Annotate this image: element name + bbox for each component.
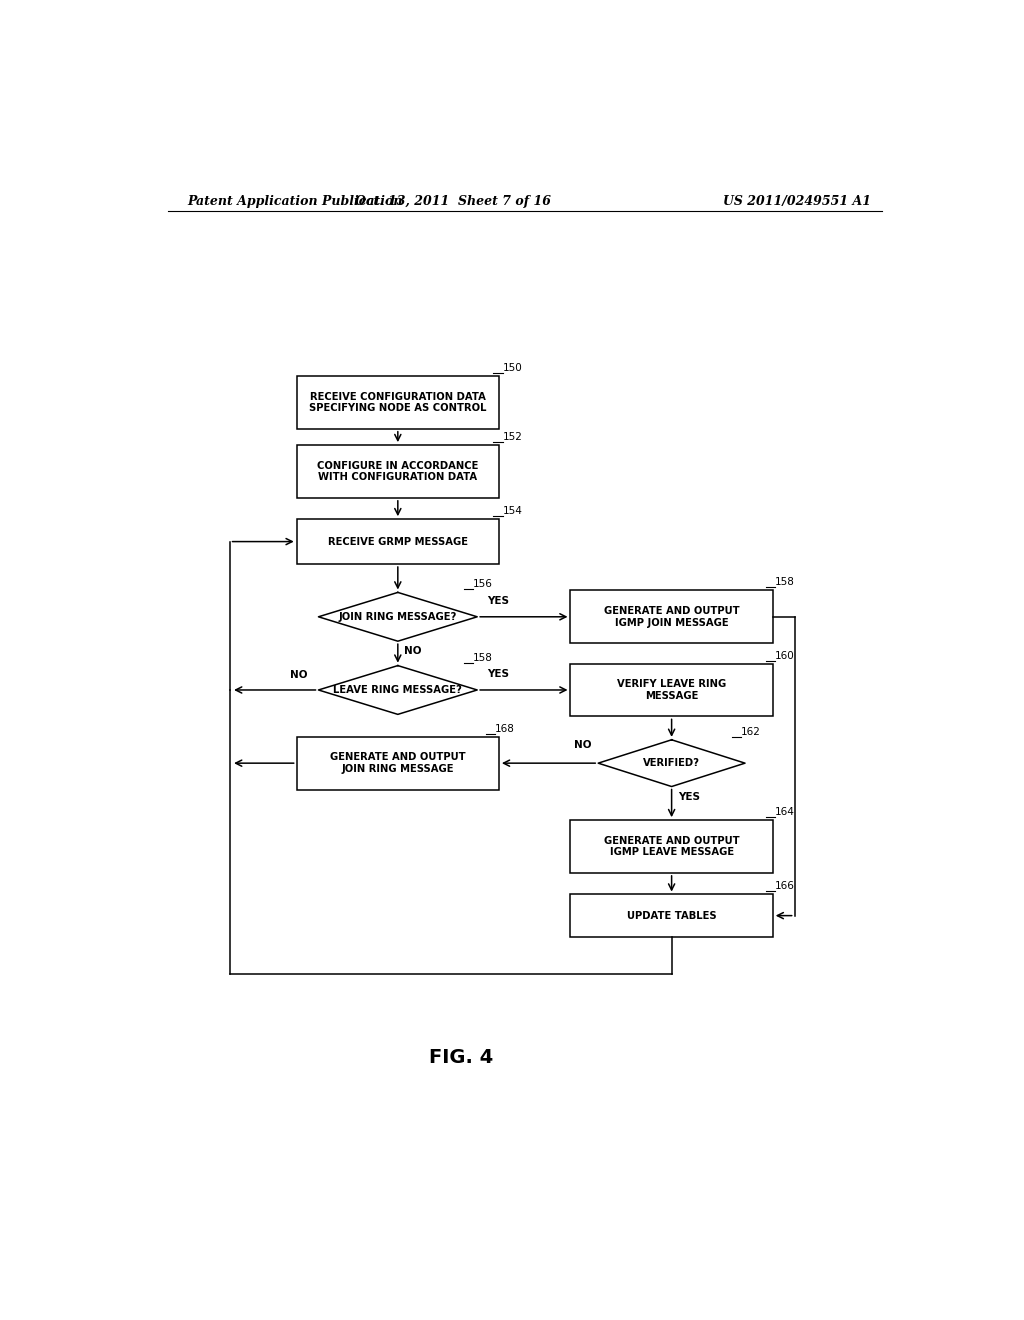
Text: 166: 166 [775,882,795,891]
Text: YES: YES [486,669,509,678]
Text: RECEIVE CONFIGURATION DATA
SPECIFYING NODE AS CONTROL: RECEIVE CONFIGURATION DATA SPECIFYING NO… [309,392,486,413]
Text: JOIN RING MESSAGE?: JOIN RING MESSAGE? [339,611,457,622]
Text: RECEIVE GRMP MESSAGE: RECEIVE GRMP MESSAGE [328,537,468,546]
Text: 162: 162 [741,727,761,737]
FancyBboxPatch shape [297,519,499,564]
Text: NO: NO [404,647,422,656]
FancyBboxPatch shape [570,590,773,643]
Text: GENERATE AND OUTPUT
JOIN RING MESSAGE: GENERATE AND OUTPUT JOIN RING MESSAGE [330,752,466,774]
Text: VERIFY LEAVE RING
MESSAGE: VERIFY LEAVE RING MESSAGE [617,680,726,701]
Text: US 2011/0249551 A1: US 2011/0249551 A1 [723,194,871,207]
Polygon shape [318,665,477,714]
Text: 150: 150 [503,363,522,372]
Text: GENERATE AND OUTPUT
IGMP LEAVE MESSAGE: GENERATE AND OUTPUT IGMP LEAVE MESSAGE [604,836,739,857]
Text: GENERATE AND OUTPUT
IGMP JOIN MESSAGE: GENERATE AND OUTPUT IGMP JOIN MESSAGE [604,606,739,627]
Text: 156: 156 [473,579,494,589]
Text: CONFIGURE IN ACCORDANCE
WITH CONFIGURATION DATA: CONFIGURE IN ACCORDANCE WITH CONFIGURATI… [317,461,478,482]
Text: YES: YES [678,792,700,801]
Polygon shape [598,739,745,787]
Text: 152: 152 [503,432,523,442]
Text: NO: NO [573,741,591,750]
FancyBboxPatch shape [297,445,499,498]
FancyBboxPatch shape [570,895,773,937]
Text: Oct. 13, 2011  Sheet 7 of 16: Oct. 13, 2011 Sheet 7 of 16 [355,194,551,207]
Text: 158: 158 [473,652,494,663]
FancyBboxPatch shape [570,820,773,873]
Text: 168: 168 [495,723,515,734]
Text: UPDATE TABLES: UPDATE TABLES [627,911,717,920]
FancyBboxPatch shape [297,737,499,789]
Polygon shape [318,593,477,642]
Text: FIG. 4: FIG. 4 [429,1048,494,1068]
Text: LEAVE RING MESSAGE?: LEAVE RING MESSAGE? [334,685,462,694]
Text: Patent Application Publication: Patent Application Publication [187,194,403,207]
Text: 164: 164 [775,807,795,817]
Text: 158: 158 [775,577,795,587]
Text: 160: 160 [775,651,795,660]
FancyBboxPatch shape [297,376,499,429]
Text: VERIFIED?: VERIFIED? [643,758,700,768]
Text: NO: NO [290,669,307,680]
FancyBboxPatch shape [570,664,773,717]
Text: 154: 154 [503,506,523,516]
Text: YES: YES [486,595,509,606]
